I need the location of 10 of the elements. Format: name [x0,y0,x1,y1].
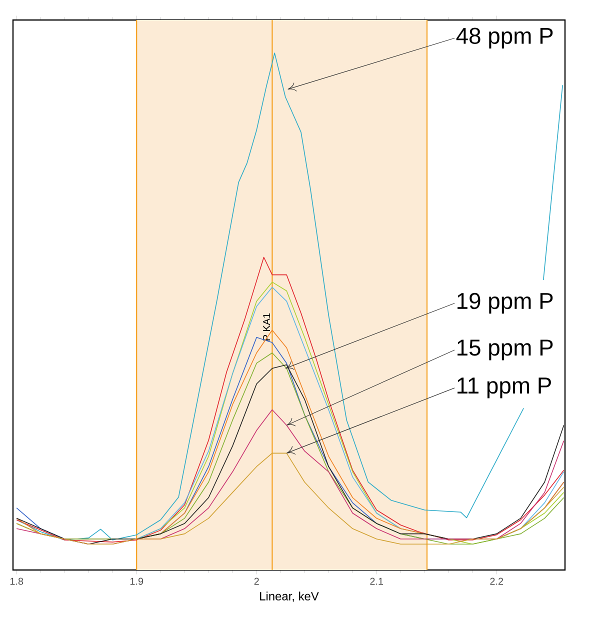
x-tick-label: 2 [254,578,259,585]
x-tick-label: 2.2 [490,578,504,585]
x-tick-label: 1.8 [10,578,24,585]
annotation: 15 ppm P [458,340,553,360]
annotation: 48 ppm P [456,28,553,49]
annotation: 19 ppm P [458,292,553,314]
annotation: 11 ppm P [458,378,551,398]
x-axis-title: Linear, keV [260,592,319,602]
x-tick-label: 2.1 [370,578,384,585]
x-tick-label: 1.9 [130,578,144,585]
